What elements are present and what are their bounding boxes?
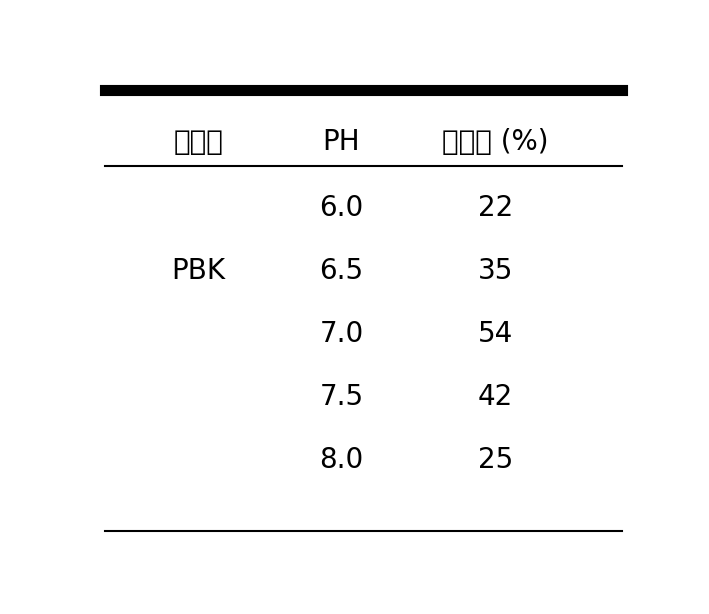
- Text: 42: 42: [478, 383, 513, 411]
- Text: 缓冲液: 缓冲液: [174, 128, 223, 156]
- Text: 25: 25: [478, 446, 513, 474]
- Text: PBK: PBK: [172, 257, 225, 286]
- Text: 6.0: 6.0: [319, 195, 364, 222]
- Text: 7.0: 7.0: [319, 320, 364, 348]
- Text: 35: 35: [478, 257, 513, 286]
- Text: 22: 22: [478, 195, 513, 222]
- Text: 8.0: 8.0: [319, 446, 364, 474]
- Text: 54: 54: [478, 320, 513, 348]
- Text: PH: PH: [323, 128, 360, 156]
- Text: 转化率 (%): 转化率 (%): [442, 128, 549, 156]
- Text: 7.5: 7.5: [319, 383, 364, 411]
- Text: 6.5: 6.5: [319, 257, 364, 286]
